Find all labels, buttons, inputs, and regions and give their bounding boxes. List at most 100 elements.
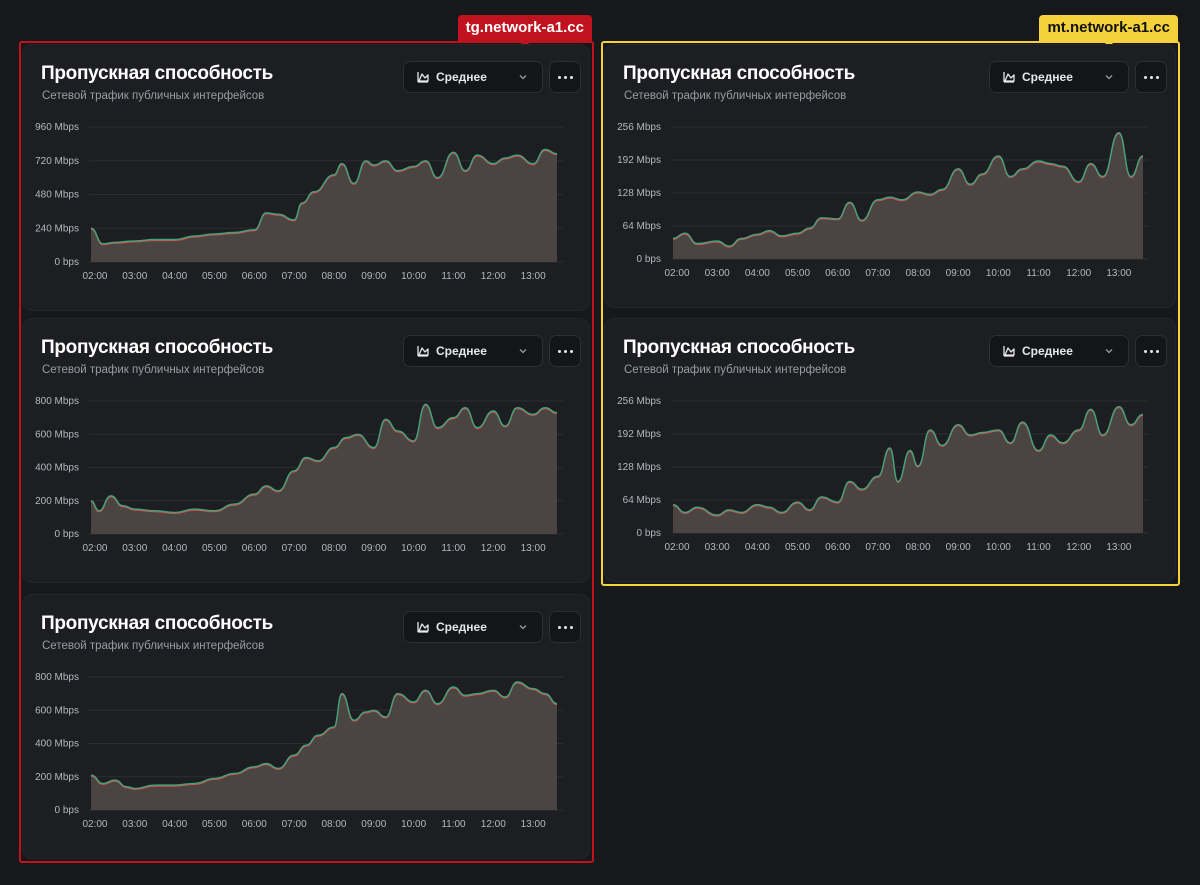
x-tick-label: 10:00 — [401, 271, 426, 282]
traffic-line-inbound — [672, 405, 1144, 516]
x-tick-label: 10:00 — [986, 542, 1011, 553]
x-tick-label: 13:00 — [1106, 542, 1131, 553]
panel-subtitle: Сетевой трафик публичных интерфейсов — [42, 364, 265, 376]
panel-title: Пропускная способность — [41, 63, 274, 84]
y-tick-label: 400 Mbps — [35, 739, 79, 750]
aggregation-value: Среднее — [436, 620, 487, 634]
y-tick-label: 192 Mbps — [617, 429, 661, 440]
traffic-area — [673, 132, 1143, 259]
more-options-button[interactable] — [549, 61, 581, 93]
x-tick-label: 04:00 — [162, 543, 187, 554]
area-chart-icon — [1003, 72, 1015, 83]
x-tick-label: 04:00 — [162, 271, 187, 282]
y-tick-label: 200 Mbps — [35, 496, 79, 507]
x-tick-label: 06:00 — [825, 542, 850, 553]
y-tick-label: 600 Mbps — [35, 705, 79, 716]
x-tick-label: 10:00 — [986, 268, 1011, 279]
aggregation-select[interactable]: Среднее — [403, 611, 543, 643]
x-tick-label: 08:00 — [906, 542, 931, 553]
traffic-area — [91, 682, 557, 810]
x-tick-label: 12:00 — [481, 543, 506, 554]
y-tick-label: 64 Mbps — [623, 221, 661, 232]
x-tick-label: 09:00 — [946, 268, 971, 279]
x-tick-label: 03:00 — [705, 268, 730, 279]
traffic-line-outbound — [672, 407, 1144, 517]
x-tick-label: 03:00 — [122, 819, 147, 830]
more-dots-icon — [558, 626, 561, 629]
panel-subtitle: Сетевой трафик публичных интерфейсов — [624, 364, 847, 376]
traffic-area — [91, 404, 557, 534]
chevron-down-icon — [1105, 75, 1113, 80]
x-tick-label: 13:00 — [1106, 268, 1131, 279]
aggregation-select[interactable]: Среднее — [989, 335, 1129, 367]
y-tick-label: 720 Mbps — [35, 156, 79, 167]
bandwidth-panel: Пропускная способность Сетевой трафик пу… — [22, 318, 590, 583]
aggregation-select[interactable]: Среднее — [989, 61, 1129, 93]
x-tick-label: 02:00 — [665, 542, 690, 553]
y-tick-label: 0 bps — [55, 529, 79, 540]
traffic-area — [673, 406, 1143, 533]
panel-title: Пропускная способность — [41, 337, 274, 358]
traffic-line-inbound — [672, 131, 1144, 247]
more-options-button[interactable] — [549, 335, 581, 367]
bandwidth-panel: Пропускная способность Сетевой трафик пу… — [604, 44, 1176, 308]
x-tick-label: 07:00 — [865, 542, 890, 553]
traffic-line-inbound — [90, 148, 558, 245]
x-tick-label: 08:00 — [321, 543, 346, 554]
chevron-down-icon — [519, 75, 527, 80]
aggregation-select[interactable]: Среднее — [403, 61, 543, 93]
aggregation-select[interactable]: Среднее — [403, 335, 543, 367]
y-tick-label: 128 Mbps — [617, 188, 661, 199]
aggregation-value: Среднее — [1022, 344, 1073, 358]
area-chart-icon — [417, 622, 429, 633]
x-tick-label: 03:00 — [122, 271, 147, 282]
y-tick-label: 240 Mbps — [35, 223, 79, 234]
x-tick-label: 12:00 — [1066, 542, 1091, 553]
area-chart-icon — [1003, 346, 1015, 357]
bandwidth-panel: Пропускная способность Сетевой трафик пу… — [22, 44, 590, 311]
x-tick-label: 07:00 — [865, 268, 890, 279]
y-tick-label: 192 Mbps — [617, 155, 661, 166]
bandwidth-chart: 0 bps 200 Mbps 400 Mbps 600 Mbps 800 Mbps 02:… — [35, 396, 563, 554]
bandwidth-chart: 0 bps 64 Mbps 128 Mbps 192 Mbps 256 Mbps 02:0… — [617, 122, 1149, 279]
y-tick-label: 800 Mbps — [35, 672, 79, 683]
x-tick-label: 05:00 — [202, 271, 227, 282]
bandwidth-chart: 0 bps 240 Mbps 480 Mbps 720 Mbps 960 Mbps 02:… — [35, 122, 563, 282]
panel-subtitle: Сетевой трафик публичных интерфейсов — [624, 90, 847, 102]
y-tick-label: 480 Mbps — [35, 190, 79, 201]
x-tick-label: 03:00 — [705, 542, 730, 553]
x-tick-label: 08:00 — [321, 271, 346, 282]
x-tick-label: 11:00 — [1026, 268, 1051, 279]
x-tick-label: 07:00 — [282, 543, 307, 554]
y-tick-label: 400 Mbps — [35, 463, 79, 474]
more-dots-icon — [558, 350, 561, 353]
y-tick-label: 800 Mbps — [35, 396, 79, 407]
more-options-button[interactable] — [549, 611, 581, 643]
more-options-button[interactable] — [1135, 61, 1167, 93]
bandwidth-chart: 0 bps 200 Mbps 400 Mbps 600 Mbps 800 Mbps 02:… — [35, 672, 563, 830]
y-tick-label: 0 bps — [55, 805, 79, 816]
panel-title: Пропускная способность — [41, 613, 274, 634]
y-tick-label: 0 bps — [637, 254, 661, 265]
host-group-tg: tg.network-a1.cc — [19, 15, 594, 863]
x-tick-label: 02:00 — [82, 271, 107, 282]
traffic-area — [91, 149, 557, 262]
x-tick-label: 13:00 — [521, 819, 546, 830]
host-label-mt: mt.network-a1.cc — [1039, 15, 1178, 47]
x-tick-label: 04:00 — [745, 268, 770, 279]
x-tick-label: 12:00 — [481, 271, 506, 282]
x-tick-label: 06:00 — [242, 819, 267, 830]
x-tick-label: 13:00 — [521, 543, 546, 554]
x-tick-label: 05:00 — [785, 542, 810, 553]
aggregation-value: Среднее — [436, 344, 487, 358]
panel-subtitle: Сетевой трафик публичных интерфейсов — [42, 640, 265, 652]
more-dots-icon — [558, 76, 561, 79]
x-tick-label: 12:00 — [1066, 268, 1091, 279]
x-tick-label: 10:00 — [401, 543, 426, 554]
chevron-down-icon — [519, 349, 527, 354]
more-options-button[interactable] — [1135, 335, 1167, 367]
y-tick-label: 256 Mbps — [617, 396, 661, 407]
x-tick-label: 04:00 — [745, 542, 770, 553]
x-tick-label: 05:00 — [785, 268, 810, 279]
more-dots-icon — [1144, 350, 1147, 353]
